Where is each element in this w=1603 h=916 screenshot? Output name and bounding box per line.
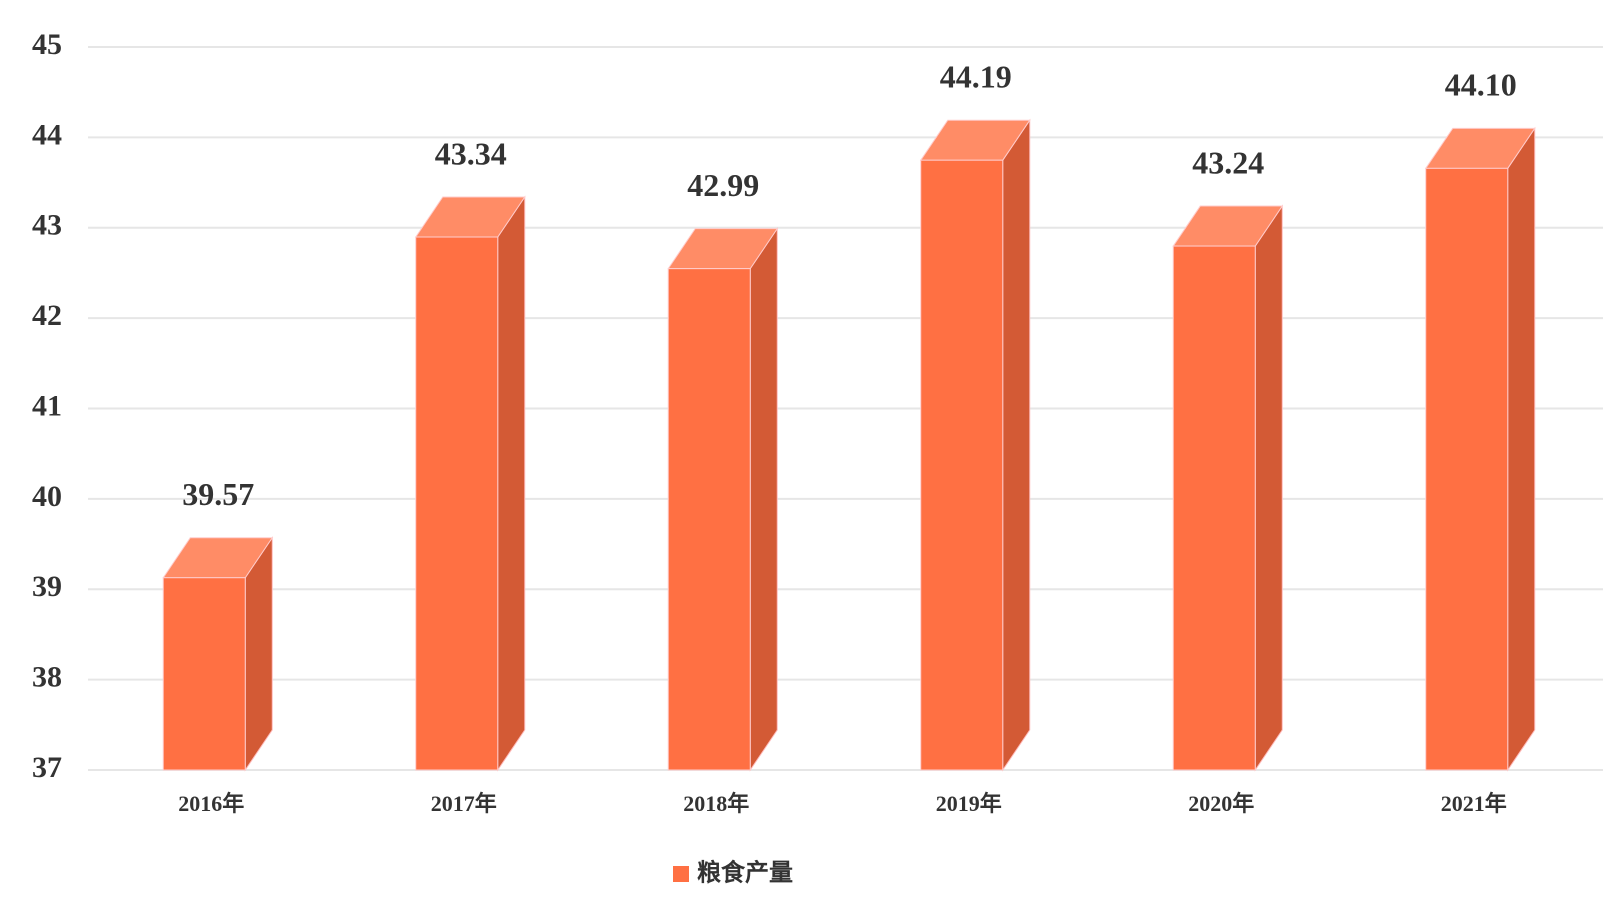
value-label: 44.19	[940, 59, 1012, 95]
y-tick-label: 42	[32, 299, 62, 332]
y-tick-label: 38	[32, 661, 62, 694]
x-tick-label: 2017年	[431, 791, 497, 816]
bar	[1425, 167, 1509, 771]
bar	[667, 268, 751, 771]
x-tick-label: 2021年	[1441, 791, 1507, 816]
y-tick-label: 40	[32, 480, 62, 513]
x-tick-label: 2018年	[683, 791, 749, 816]
value-label: 39.57	[182, 476, 254, 512]
bar	[162, 577, 246, 771]
bar	[1172, 245, 1256, 771]
bar-side	[1002, 118, 1031, 772]
bar	[415, 236, 499, 771]
y-tick-label: 44	[32, 118, 62, 151]
bar-side	[1254, 204, 1283, 772]
y-tick-label: 41	[32, 389, 62, 422]
x-tick-label: 2016年	[178, 791, 244, 816]
value-label: 44.10	[1445, 67, 1517, 103]
x-tick-label: 2020年	[1188, 791, 1254, 816]
y-tick-label: 45	[32, 28, 62, 61]
legend-swatch	[673, 866, 689, 882]
y-tick-label: 39	[32, 570, 62, 603]
legend-label: 粮食产量	[697, 859, 793, 887]
bar	[920, 159, 1004, 771]
value-label: 42.99	[687, 167, 759, 203]
value-label: 43.34	[435, 135, 507, 171]
y-tick-label: 37	[32, 751, 62, 784]
bar-side	[497, 195, 526, 772]
value-label: 43.24	[1192, 144, 1264, 180]
bar-side	[749, 227, 778, 772]
y-tick-label: 43	[32, 209, 62, 242]
x-tick-label: 2019年	[936, 791, 1002, 816]
bar-side	[1507, 126, 1536, 772]
